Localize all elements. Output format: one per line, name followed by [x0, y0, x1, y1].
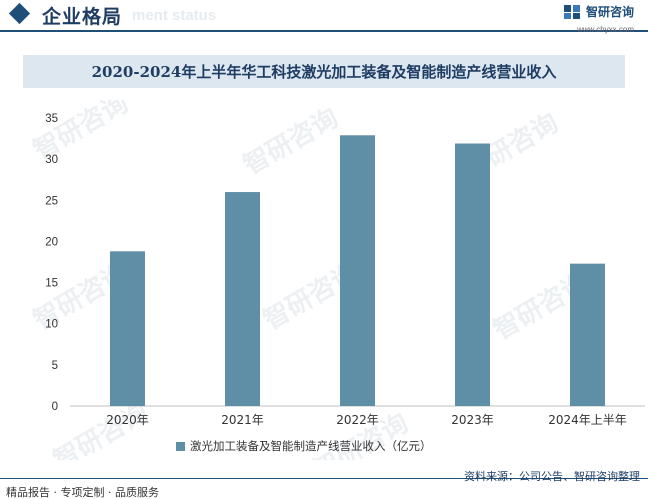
y-tick-label: 25	[45, 195, 58, 207]
diamond-icon	[8, 2, 31, 25]
bar	[570, 263, 605, 406]
y-tick-label: 15	[45, 278, 58, 290]
bar	[110, 251, 145, 406]
section-header: 企业格局 ment status	[0, 0, 648, 32]
y-tick-label: 30	[45, 154, 58, 166]
svg-text:智研咨询: 智研咨询	[28, 100, 134, 166]
chart-legend: 激光加工装备及智能制造产线营业收入（亿元）	[176, 439, 432, 453]
brand-url: www.chyxx.com	[577, 25, 634, 34]
section-watermark: ment status	[132, 7, 217, 24]
bar	[455, 143, 490, 406]
y-tick-label: 35	[45, 113, 58, 125]
footer-slogan: 精品报告 · 专项定制 · 品质服务	[6, 486, 159, 499]
legend-label: 激光加工装备及智能制造产线营业收入（亿元）	[190, 439, 432, 453]
x-tick-label: 2022年	[336, 413, 379, 427]
legend-swatch	[176, 442, 185, 451]
brand-logo-icon	[563, 5, 580, 19]
bar-chart: 智研咨询 智研咨询 智研咨询 智研咨询 智研咨询 智研咨询 智研咨询 智研咨询 …	[28, 100, 645, 460]
footer-divider	[0, 478, 648, 479]
bar	[225, 192, 260, 406]
svg-text:智研咨询: 智研咨询	[48, 397, 154, 460]
x-tick-label: 2021年	[221, 413, 264, 427]
brand-logo-block: 智研咨询	[563, 3, 634, 20]
section-title: 企业格局	[42, 6, 123, 28]
svg-text:智研咨询: 智研咨询	[238, 102, 344, 181]
y-tick-label: 10	[45, 319, 58, 331]
bar-series	[110, 135, 605, 406]
x-tick-label: 2024年上半年	[548, 413, 627, 427]
chart-title: 2020-2024年上半年华工科技激光加工装备及智能制造产线营业收入	[91, 63, 557, 81]
x-tick-label: 2020年	[106, 413, 149, 427]
x-tick-label: 2023年	[451, 413, 494, 427]
brand-name: 智研咨询	[585, 5, 634, 19]
x-axis-labels: 2020年 2021年 2022年 2023年 2024年上半年	[106, 413, 627, 427]
y-tick-label: 5	[52, 360, 58, 372]
header-divider	[0, 30, 648, 32]
y-tick-label: 20	[45, 236, 58, 248]
bar	[340, 135, 375, 406]
footer-source: 资料来源：公司公告、智研咨询整理	[464, 470, 640, 483]
chart-title-band: 2020-2024年上半年华工科技激光加工装备及智能制造产线营业收入	[23, 55, 625, 88]
y-tick-label: 0	[52, 401, 58, 413]
